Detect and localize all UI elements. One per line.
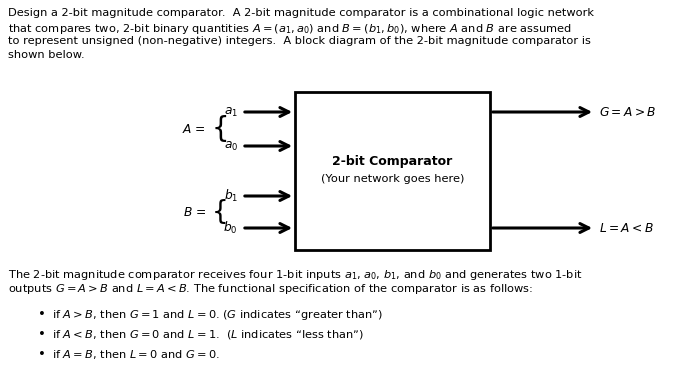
Text: that compares two, 2-bit binary quantities $A = (a_1, a_0)$ and $B = (b_1, b_0)$: that compares two, 2-bit binary quantiti… xyxy=(8,22,572,36)
Text: if $A = B$, then $L = 0$ and $G = 0$.: if $A = B$, then $L = 0$ and $G = 0$. xyxy=(52,348,220,361)
Bar xyxy=(295,92,490,250)
Text: •: • xyxy=(38,348,46,361)
Text: $b_0$: $b_0$ xyxy=(224,220,238,236)
Text: $b_1$: $b_1$ xyxy=(224,188,238,204)
Text: (Your network goes here): (Your network goes here) xyxy=(321,174,464,184)
Text: if $A > B$, then $G = 1$ and $L = 0$. ($G$ indicates “greater than”): if $A > B$, then $G = 1$ and $L = 0$. ($… xyxy=(52,308,383,322)
Text: to represent unsigned (non-negative) integers.  A block diagram of the 2-bit mag: to represent unsigned (non-negative) int… xyxy=(8,36,591,46)
Text: $G = A > B$: $G = A > B$ xyxy=(599,105,657,118)
Text: The 2-bit magnitude comparator receives four 1-bit inputs $a_1$, $a_0$, $b_1$, a: The 2-bit magnitude comparator receives … xyxy=(8,268,582,282)
Text: $B$ =: $B$ = xyxy=(183,205,206,218)
Text: if $A < B$, then $G = 0$ and $L = 1$.  ($L$ indicates “less than”): if $A < B$, then $G = 0$ and $L = 1$. ($… xyxy=(52,328,364,341)
Text: $a_1$: $a_1$ xyxy=(224,105,238,118)
Text: •: • xyxy=(38,328,46,341)
Text: 2-bit Comparator: 2-bit Comparator xyxy=(332,154,452,167)
Text: {: { xyxy=(211,115,229,143)
Text: $L = A < B$: $L = A < B$ xyxy=(599,221,654,234)
Text: {: { xyxy=(211,199,229,225)
Text: •: • xyxy=(38,308,46,321)
Text: $A$ =: $A$ = xyxy=(182,123,206,136)
Text: shown below.: shown below. xyxy=(8,50,85,60)
Text: Design a 2-bit magnitude comparator.  A 2-bit magnitude comparator is a combinat: Design a 2-bit magnitude comparator. A 2… xyxy=(8,8,594,18)
Text: $a_0$: $a_0$ xyxy=(224,140,238,152)
Text: outputs $G = A > B$ and $L = A < B$. The functional specification of the compara: outputs $G = A > B$ and $L = A < B$. The… xyxy=(8,282,533,296)
